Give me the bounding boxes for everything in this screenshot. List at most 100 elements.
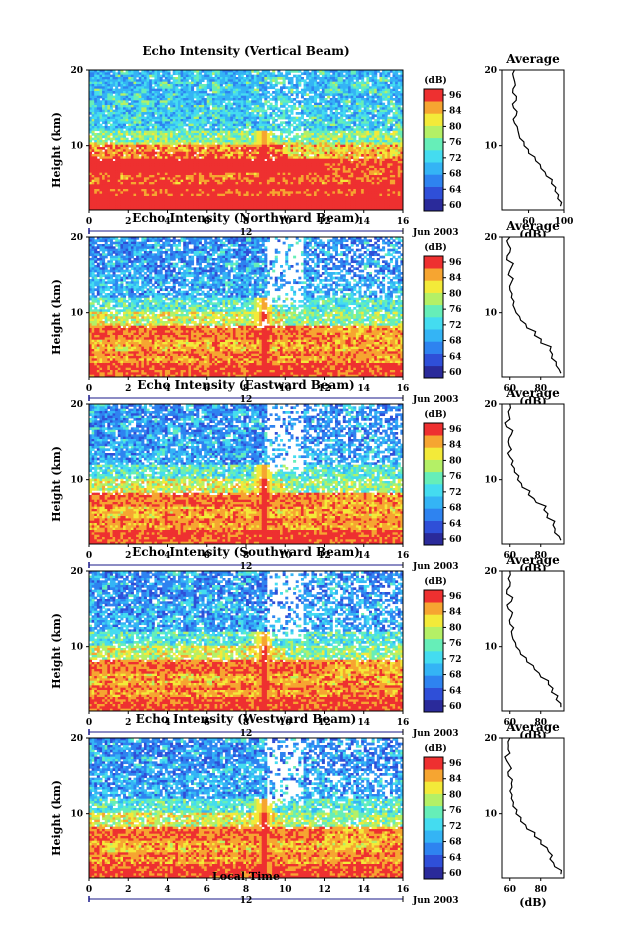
heatmap-cell [186, 103, 189, 106]
heatmap-cell [267, 205, 270, 208]
heatmap-cell [243, 187, 246, 190]
heatmap-cell [230, 191, 233, 194]
heatmap-cell [277, 170, 280, 173]
heatmap-cell [233, 75, 236, 78]
heatmap-cell [196, 119, 199, 122]
heatmap-cell [254, 156, 257, 159]
heatmap-cell [191, 205, 194, 208]
heatmap-cell [196, 98, 199, 101]
heatmap-cell [118, 140, 121, 143]
heatmap-cell [118, 82, 121, 85]
heatmap-cell [120, 173, 123, 176]
heatmap-cell [256, 133, 259, 136]
heatmap-cell [186, 147, 189, 150]
heatmap-cell [233, 84, 236, 87]
heatmap-cell [173, 126, 176, 129]
heatmap-cell [160, 140, 163, 143]
heatmap-cell [178, 142, 181, 145]
heatmap-cell [160, 147, 163, 150]
heatmap-cell [131, 86, 134, 89]
heatmap-cell [243, 201, 246, 204]
heatmap-cell [202, 133, 205, 136]
heatmap-cell [149, 119, 152, 122]
heatmap-cell [309, 133, 312, 136]
heatmap-cell [222, 107, 225, 110]
heatmap-cell [267, 100, 270, 103]
heatmap-cell [113, 84, 116, 87]
heatmap-cell [183, 124, 186, 127]
heatmap-cell [139, 177, 142, 180]
heatmap-cell [314, 182, 317, 185]
heatmap-cell [147, 79, 150, 82]
heatmap-cell [123, 145, 126, 148]
heatmap-cell [188, 205, 191, 208]
heatmap-cell [141, 75, 144, 78]
heatmap-cell [113, 196, 116, 199]
heatmap-cell [133, 107, 136, 110]
heatmap-cell [288, 173, 291, 176]
heatmap-cell [154, 161, 157, 164]
heatmap-cell [196, 173, 199, 176]
heatmap-cell [309, 147, 312, 150]
heatmap-cell [105, 196, 108, 199]
heatmap-cell [230, 184, 233, 187]
heatmap-cell [272, 173, 275, 176]
heatmap-cell [126, 203, 129, 206]
heatmap-cell [233, 89, 236, 92]
heatmap-cell [251, 191, 254, 194]
heatmap-cell [217, 124, 220, 127]
heatmap-cell [92, 105, 95, 108]
heatmap-cell [207, 100, 210, 103]
heatmap-cell [314, 79, 317, 82]
heatmap-cell [256, 89, 259, 92]
heatmap-cell [262, 107, 265, 110]
heatmap-cell [186, 194, 189, 197]
heatmap-cell [304, 133, 307, 136]
heatmap-cell [141, 89, 144, 92]
heatmap-cell [144, 205, 147, 208]
heatmap-cell [280, 154, 283, 157]
heatmap-cell [196, 112, 199, 115]
heatmap-cell [110, 110, 113, 113]
heatmap-cell [170, 77, 173, 80]
heatmap-cell [178, 152, 181, 155]
heatmap-cell [264, 96, 267, 99]
heatmap-cell [241, 203, 244, 206]
heatmap-cell [306, 203, 309, 206]
heatmap-cell [230, 131, 233, 134]
heatmap-cell [220, 112, 223, 115]
heatmap-cell [175, 100, 178, 103]
heatmap-cell [267, 107, 270, 110]
heatmap-cell [199, 119, 202, 122]
heatmap-cell [259, 86, 262, 89]
heatmap-cell [139, 152, 142, 155]
heatmap-cell [212, 166, 215, 169]
heatmap-cell [283, 166, 286, 169]
heatmap-cell [105, 105, 108, 108]
heatmap-cell [317, 135, 320, 138]
heatmap-cell [314, 100, 317, 103]
heatmap-cell [233, 159, 236, 162]
heatmap-cell [264, 93, 267, 96]
heatmap-cell [272, 168, 275, 171]
heatmap-cell [246, 107, 249, 110]
heatmap-cell [319, 96, 322, 99]
heatmap-cell [217, 156, 220, 159]
heatmap-cell [102, 79, 105, 82]
heatmap-cell [259, 126, 262, 129]
heatmap-cell [144, 103, 147, 106]
heatmap-cell [251, 119, 254, 122]
heatmap-cell [141, 124, 144, 127]
heatmap-cell [139, 79, 142, 82]
heatmap-cell [277, 159, 280, 162]
heatmap-cell [196, 145, 199, 148]
heatmap-cell [311, 189, 314, 192]
heatmap-cell [102, 72, 105, 75]
heatmap-cell [288, 149, 291, 152]
heatmap-cell [262, 187, 265, 190]
heatmap-cell [277, 161, 280, 164]
heatmap-cell [233, 196, 236, 199]
heatmap-cell [199, 152, 202, 155]
heatmap-cell [152, 128, 155, 131]
heatmap-cell [251, 156, 254, 159]
